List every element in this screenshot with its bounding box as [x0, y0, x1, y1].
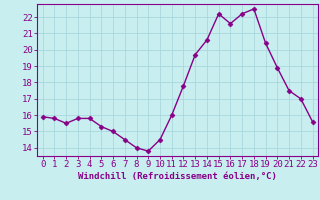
X-axis label: Windchill (Refroidissement éolien,°C): Windchill (Refroidissement éolien,°C) — [78, 172, 277, 181]
